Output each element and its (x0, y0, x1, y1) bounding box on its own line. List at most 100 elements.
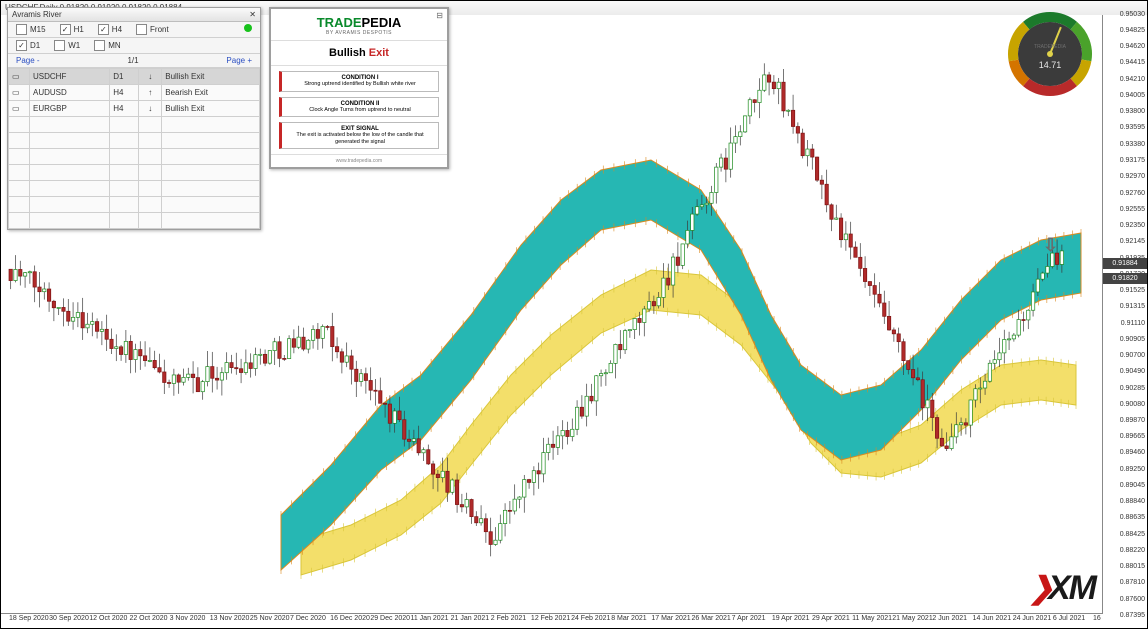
checkbox-icon[interactable] (136, 24, 147, 35)
svg-text:14.71: 14.71 (1039, 60, 1062, 70)
price-tick: 0.92760 (1120, 190, 1145, 197)
table-row[interactable]: ▭USDCHFD1↓Bullish Exit (9, 69, 260, 85)
cell: H4 (110, 101, 139, 117)
checkbox-icon[interactable] (16, 40, 27, 51)
time-tick: 12 Oct 2020 (89, 615, 127, 622)
tf-item-H4[interactable]: H4 (98, 24, 122, 35)
table-row[interactable] (9, 181, 260, 197)
tf-item-Front[interactable]: Front (136, 24, 169, 35)
time-tick: 7 Apr 2021 (732, 615, 766, 622)
time-tick: 11 May 2021 (852, 615, 892, 622)
price-tick: 0.91315 (1120, 303, 1145, 310)
cell (110, 149, 139, 165)
price-tick: 0.91110 (1121, 320, 1145, 327)
tf-label: Front (150, 25, 169, 34)
cell (30, 213, 110, 229)
price-tick: 0.88220 (1120, 547, 1145, 554)
cond-text: Strong uptrend identified by Bullish whi… (284, 81, 436, 88)
timeframe-row: M15 H1 H4 Front (8, 22, 260, 38)
cell (30, 149, 110, 165)
price-tick: 0.93595 (1120, 124, 1145, 131)
signals-table[interactable]: ▭USDCHFD1↓Bullish Exit▭AUDUSDH4↑Bearish … (8, 68, 260, 229)
cell (9, 149, 30, 165)
table-row[interactable] (9, 117, 260, 133)
cell (110, 213, 139, 229)
time-tick: 25 Nov 2020 (250, 615, 290, 622)
tf-label: MN (108, 41, 120, 50)
tf-label: H4 (112, 25, 122, 34)
price-marker: 0.91820 (1103, 273, 1147, 284)
time-tick: 12 Feb 2021 (531, 615, 570, 622)
price-tick: 0.87810 (1120, 579, 1145, 586)
time-tick: 24 Jun 2021 (1013, 615, 1052, 622)
time-tick: 8 Mar 2021 (611, 615, 646, 622)
card-signal: Bullish Exit (271, 40, 447, 66)
cell: Bullish Exit (162, 101, 260, 117)
table-row[interactable] (9, 149, 260, 165)
pin-icon[interactable]: ⊟ (436, 11, 443, 20)
avramis-panel[interactable]: Avramis River ✕ M15 H1 H4 Front D1 W1 MN Page… (7, 7, 261, 230)
price-tick: 0.89665 (1120, 433, 1145, 440)
cell (110, 165, 139, 181)
table-row[interactable]: ▭AUDUSDH4↑Bearish Exit (9, 85, 260, 101)
time-tick: 19 Apr 2021 (772, 615, 810, 622)
price-marker: 0.91884 (1103, 258, 1147, 269)
panel-title-text: Avramis River (12, 10, 62, 19)
clock-gauge: TRADEPEDIA14.71 (1005, 9, 1095, 99)
price-tick: 0.88015 (1120, 563, 1145, 570)
page-next-button[interactable]: Page + (226, 56, 252, 65)
time-tick: 21 Jan 2021 (451, 615, 490, 622)
cell: ▭ (9, 69, 30, 85)
table-row[interactable] (9, 165, 260, 181)
close-icon[interactable]: ✕ (249, 10, 256, 19)
time-tick: 11 Jan 2021 (410, 615, 448, 622)
page-count: 1/1 (127, 56, 138, 65)
cell: ▭ (9, 85, 30, 101)
price-tick: 0.89460 (1120, 449, 1145, 456)
checkbox-icon[interactable] (94, 40, 105, 51)
tf-item-D1[interactable]: D1 (16, 40, 40, 51)
tradepedia-card[interactable]: ⊟ TRADEPEDIA BY AVRAMIS DESPOTIS Bullish… (269, 7, 449, 169)
condition-box: EXIT SIGNALThe exit is activated below t… (279, 122, 439, 149)
price-tick: 0.90490 (1120, 368, 1145, 375)
chart-window: USDCHF,Daily 0.91820 0.91920 0.91820 0.9… (0, 0, 1148, 629)
time-tick: 24 Feb 2021 (571, 615, 610, 622)
table-row[interactable]: ▭EURGBPH4↓Bullish Exit (9, 101, 260, 117)
table-row[interactable] (9, 197, 260, 213)
tf-label: H1 (74, 25, 84, 34)
tf-item-W1[interactable]: W1 (54, 40, 80, 51)
tf-item-MN[interactable]: MN (94, 40, 120, 51)
price-tick: 0.89250 (1120, 466, 1145, 473)
cell (30, 133, 110, 149)
xm-logo: ❯ XM (1029, 569, 1095, 608)
tf-item-H1[interactable]: H1 (60, 24, 84, 35)
cell (110, 117, 139, 133)
panel-titlebar[interactable]: Avramis River ✕ (8, 8, 260, 22)
cell (110, 197, 139, 213)
price-tick: 0.92145 (1120, 238, 1145, 245)
brand-green: TRADE (317, 15, 362, 30)
cell (139, 197, 162, 213)
time-tick: 13 Nov 2020 (210, 615, 250, 622)
tf-item-M15[interactable]: M15 (16, 24, 46, 35)
cell: EURGBP (30, 101, 110, 117)
page-row: Page - 1/1 Page + (8, 54, 260, 68)
time-tick: 6 Jul 2021 (1053, 615, 1085, 622)
conditions: CONDITION IStrong uptrend identified by … (271, 71, 447, 149)
table-row[interactable] (9, 133, 260, 149)
checkbox-icon[interactable] (16, 24, 27, 35)
price-tick: 0.87600 (1120, 596, 1145, 603)
cell (139, 165, 162, 181)
price-tick: 0.92970 (1120, 173, 1145, 180)
tf-label: M15 (30, 25, 46, 34)
page-prev-button[interactable]: Page - (16, 56, 40, 65)
status-dot-icon (244, 24, 252, 32)
table-row[interactable] (9, 213, 260, 229)
cond-text: The exit is activated below the low of t… (284, 132, 436, 145)
cell (162, 165, 260, 181)
checkbox-icon[interactable] (60, 24, 71, 35)
cell: ▭ (9, 101, 30, 117)
checkbox-icon[interactable] (54, 40, 65, 51)
checkbox-icon[interactable] (98, 24, 109, 35)
time-tick: 18 Sep 2020 (9, 615, 49, 622)
